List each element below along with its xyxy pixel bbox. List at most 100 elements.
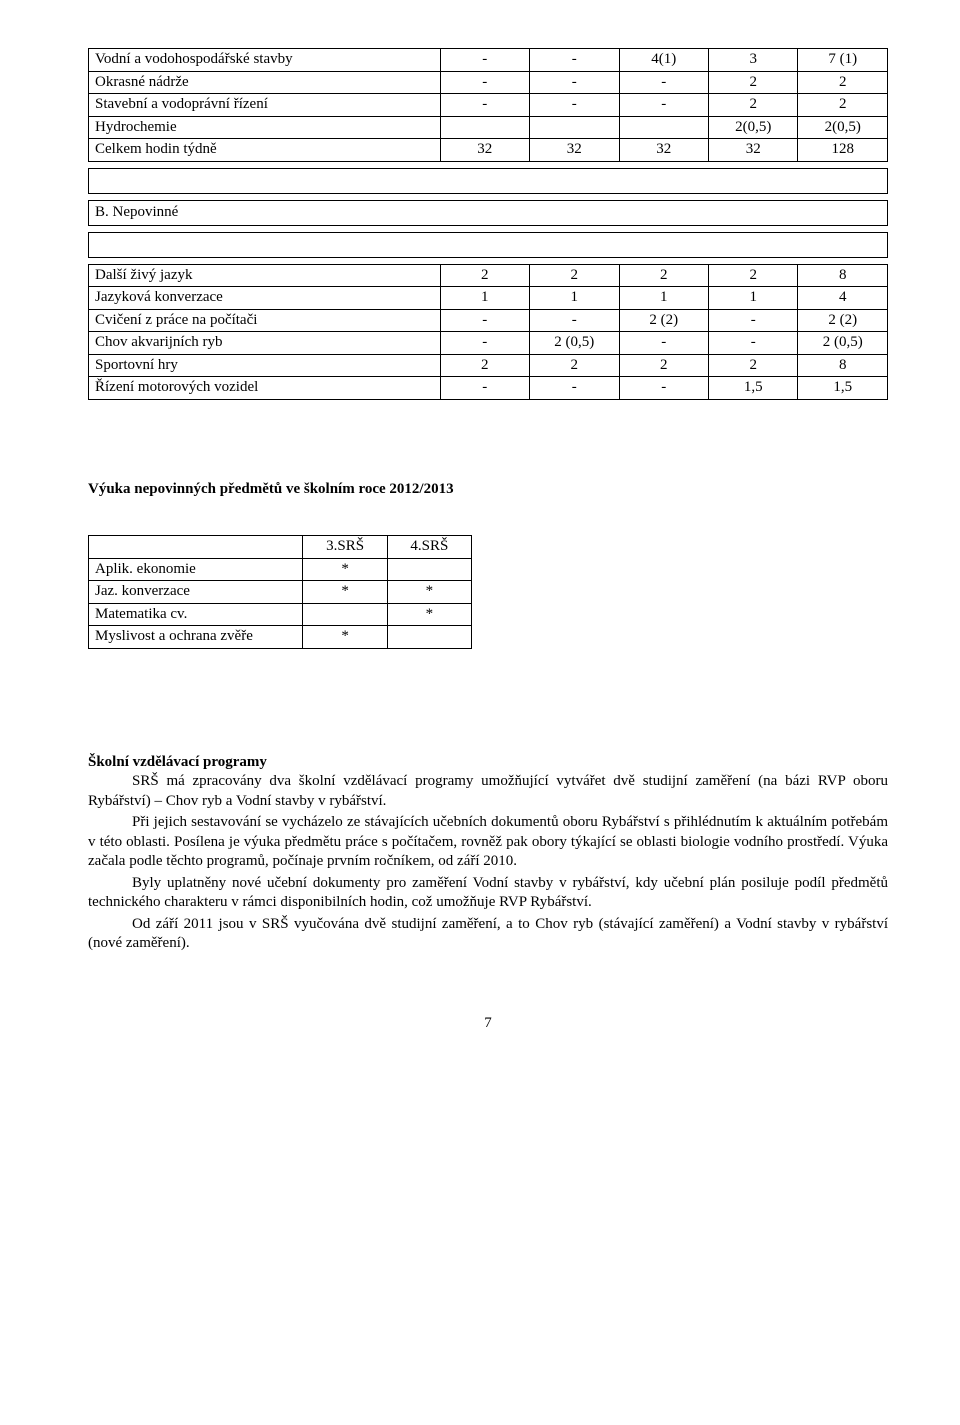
subject-mark: * [303,558,387,581]
row-label: Řízení motorových vozidel [89,377,441,400]
row-value: - [709,332,798,355]
row-value: 128 [798,139,888,162]
table-row: Řízení motorových vozidel---1,51,5 [89,377,888,400]
section-b-text: B. Nepovinné [89,200,888,225]
row-label: Hydrochemie [89,116,441,139]
table-row: Cvičení z práce na počítači--2 (2)-2 (2) [89,309,888,332]
programs-p1: SRŠ má zpracovány dva školní vzdělávací … [88,772,888,811]
spacer-row-2 [88,232,888,258]
table-row: Chov akvarijních ryb-2 (0,5)--2 (0,5) [89,332,888,355]
row-value: 2 [798,94,888,117]
row-value: 8 [798,264,888,287]
curriculum-table-b: Další živý jazyk22228Jazyková konverzace… [88,264,888,400]
row-value: 2 (2) [798,309,888,332]
subject-mark: * [303,626,387,649]
table-row: Další živý jazyk22228 [89,264,888,287]
table-row: Okrasné nádrže---22 [89,71,888,94]
subject-label: Matematika cv. [89,603,303,626]
row-value: 32 [440,139,529,162]
row-value: - [530,94,619,117]
subject-label: Jaz. konverzace [89,581,303,604]
subjects-header-empty [89,536,303,559]
subject-mark: * [303,581,387,604]
row-value: 2 [709,264,798,287]
row-value: 2 [440,264,529,287]
row-value: - [530,377,619,400]
row-value: - [530,49,619,72]
row-value: - [440,332,529,355]
row-value: 2 (0,5) [798,332,888,355]
row-value: - [619,71,708,94]
table-row: Sportovní hry22228 [89,354,888,377]
row-value: - [440,71,529,94]
row-value [619,116,708,139]
row-value: 1 [619,287,708,310]
subjects-heading: Výuka nepovinných předmětů ve školním ro… [88,480,888,500]
row-value [440,116,529,139]
row-value: 32 [619,139,708,162]
row-label: Okrasné nádrže [89,71,441,94]
subject-mark: * [387,581,471,604]
row-value: - [619,377,708,400]
table-row: Jaz. konverzace** [89,581,472,604]
row-value: 2 (0,5) [530,332,619,355]
row-value: 4 [798,287,888,310]
row-value: 2 [619,354,708,377]
row-label: Stavební a vodoprávní řízení [89,94,441,117]
row-label: Chov akvarijních ryb [89,332,441,355]
programs-p4: Od září 2011 jsou v SRŠ vyučována dvě st… [88,915,888,954]
row-value: - [440,94,529,117]
row-value: 1,5 [798,377,888,400]
row-value: 2 [530,354,619,377]
row-label: Sportovní hry [89,354,441,377]
table-row: Vodní a vodohospodářské stavby--4(1)37 (… [89,49,888,72]
row-value: - [440,49,529,72]
row-value: 1,5 [709,377,798,400]
row-value: - [440,309,529,332]
row-value: - [709,309,798,332]
row-value: 32 [709,139,798,162]
subjects-header-3srs: 3.SRŠ [303,536,387,559]
programs-heading: Školní vzdělávací programy [88,753,888,773]
row-value: - [619,94,708,117]
row-value: 2 [440,354,529,377]
subject-mark [303,603,387,626]
programs-p2: Při jejich sestavování se vycházelo ze s… [88,813,888,872]
subject-mark [387,626,471,649]
row-value: - [530,71,619,94]
page-number: 7 [88,1014,888,1034]
row-value [530,116,619,139]
table-row: Celkem hodin týdně32323232128 [89,139,888,162]
table-row: Jazyková konverzace11114 [89,287,888,310]
row-value: 2(0,5) [798,116,888,139]
subject-mark: * [387,603,471,626]
subject-label: Myslivost a ochrana zvěře [89,626,303,649]
row-label: Cvičení z práce na počítači [89,309,441,332]
row-value: 2 [709,354,798,377]
section-b-label: B. Nepovinné [88,200,888,226]
spacer-row-1 [88,168,888,194]
row-value: 1 [440,287,529,310]
row-value: 7 (1) [798,49,888,72]
row-value: 8 [798,354,888,377]
programs-p3: Byly uplatněny nové učební dokumenty pro… [88,874,888,913]
row-value: - [619,332,708,355]
row-value: 1 [709,287,798,310]
table-row: Aplik. ekonomie* [89,558,472,581]
row-value: 32 [530,139,619,162]
row-value: 3 [709,49,798,72]
table-row: Stavební a vodoprávní řízení---22 [89,94,888,117]
curriculum-table-a: Vodní a vodohospodářské stavby--4(1)37 (… [88,48,888,162]
row-value: 2 (2) [619,309,708,332]
subjects-header-4srs: 4.SRŠ [387,536,471,559]
row-value: 2 [709,71,798,94]
row-value: 2 [798,71,888,94]
row-value: - [440,377,529,400]
subjects-table: 3.SRŠ 4.SRŠ Aplik. ekonomie*Jaz. konverz… [88,535,472,649]
subject-label: Aplik. ekonomie [89,558,303,581]
row-label: Celkem hodin týdně [89,139,441,162]
row-label: Další živý jazyk [89,264,441,287]
row-value: 2 [530,264,619,287]
row-value: 2 [619,264,708,287]
row-value: 2 [709,94,798,117]
